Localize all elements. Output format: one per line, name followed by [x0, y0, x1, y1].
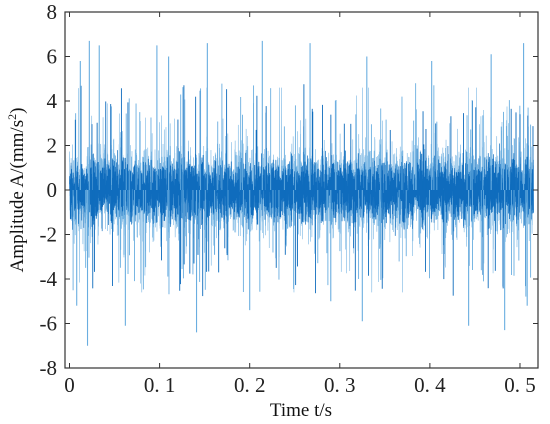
y-tick-label: -6: [40, 312, 58, 336]
x-tick-label: 0. 2: [234, 373, 266, 397]
x-tick-label: 0: [64, 373, 75, 397]
y-axis-ticks: 8 6 4 2 0 -2 -4 -6 -8: [40, 0, 538, 380]
x-axis-ticks: 0 0. 1 0. 2 0. 3 0. 4 0. 5: [64, 12, 536, 397]
y-tick-label: -4: [40, 267, 58, 291]
signal-series: [69, 40, 534, 346]
y-tick-label: 2: [47, 134, 58, 158]
x-axis-label: Time t/s: [270, 400, 332, 421]
y-tick-label: 4: [47, 89, 58, 113]
y-tick-label: 8: [47, 0, 58, 24]
y-axis-label-superscript: 2: [5, 114, 19, 120]
y-tick-label: -8: [40, 356, 58, 380]
y-tick-label: 6: [47, 45, 58, 69]
y-axis-label-close: ): [7, 108, 28, 114]
y-axis-label: Amplitude A/(mm/s2): [5, 108, 28, 273]
y-tick-label: -2: [40, 223, 58, 247]
x-tick-label: 0. 4: [414, 373, 446, 397]
x-tick-label: 0. 5: [504, 373, 536, 397]
y-axis-label-main: Amplitude A/(mm/s: [7, 120, 28, 273]
signal-trace-core: [69, 143, 534, 236]
x-tick-label: 0. 3: [324, 373, 356, 397]
y-tick-label: 0: [47, 178, 58, 202]
x-tick-label: 0. 1: [144, 373, 176, 397]
